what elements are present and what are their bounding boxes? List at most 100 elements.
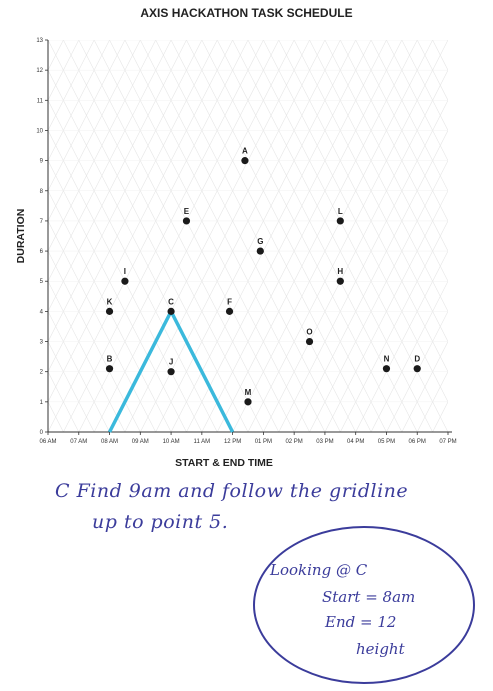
grid-lines (0, 40, 493, 432)
data-point-c (167, 307, 175, 315)
data-label-o: O (306, 328, 312, 337)
grid-line-down (48, 280, 126, 432)
data-label-d: D (414, 355, 420, 364)
grid-line-down (386, 40, 448, 162)
y-tick-label: 5 (40, 279, 44, 285)
grid-line-up (48, 40, 64, 71)
x-tick-label: 03 PM (316, 439, 333, 445)
data-label-i: I (124, 267, 126, 276)
grid-line-down (432, 40, 448, 71)
data-point-e (182, 217, 191, 225)
grid-line-up (48, 40, 141, 222)
data-label-h: H (337, 267, 343, 276)
grid-line-down (48, 220, 156, 432)
grid-line-up (48, 40, 126, 192)
grid-line-up (0, 40, 2, 432)
grid-line-down (186, 40, 387, 432)
data-point-n (382, 365, 391, 373)
y-axis-title: DURATION (15, 209, 27, 264)
data-point-m (244, 398, 252, 406)
grid-line-up (370, 280, 448, 432)
grid-line-down (48, 40, 249, 432)
data-label-g: G (257, 237, 263, 246)
grid-line-down (63, 40, 264, 432)
y-tick-label: 10 (36, 128, 43, 134)
x-tick-label: 10 AM (163, 439, 180, 445)
y-tick-label: 11 (37, 98, 44, 104)
grid-line-up (324, 190, 448, 432)
x-tick-label: 07 AM (70, 439, 87, 445)
grid-line-down (48, 310, 110, 432)
grid-line-up (401, 340, 448, 432)
data-point-j (167, 368, 175, 376)
grid-line-up (463, 40, 493, 432)
y-tick-label: 13 (36, 38, 43, 44)
x-tick-label: 05 PM (378, 439, 395, 445)
grid-line-down (48, 159, 187, 432)
y-tick-label: 1 (40, 400, 44, 406)
tick-labels: 06 AM 07 AM 08 AM 09 AM 10 AM 11 AM 12 PM 01 PM… (36, 38, 456, 445)
data-point-b (105, 365, 114, 373)
grid-line-down (48, 190, 172, 432)
x-tick-label: 06 PM (409, 439, 426, 445)
x-tick-label: 07 PM (439, 439, 456, 445)
axes (47, 40, 452, 433)
x-tick-label: 09 AM (132, 439, 149, 445)
x-tick-label: 04 PM (347, 439, 364, 445)
grid-line-down (93, 40, 295, 432)
data-point-i (121, 277, 129, 285)
grid-line-down (170, 40, 372, 432)
grid-line-down (293, 40, 448, 343)
grid-line-up (48, 40, 110, 162)
grid-line-down (416, 40, 448, 101)
grid-line-down (479, 40, 493, 432)
chart-title: AXIS HACKATHON TASK SCHEDULE (140, 6, 353, 20)
y-tick-label: 0 (40, 430, 44, 436)
data-label-b: B (107, 355, 113, 364)
callout-line-1: Looking @ C (270, 561, 368, 579)
data-point-o (305, 337, 314, 346)
x-tick-label: 11 AM (194, 439, 211, 445)
data-label-j: J (169, 358, 173, 367)
callout-line-3: End = 12 (325, 613, 397, 631)
handwritten-note-line-2: up to point 5. (92, 511, 229, 533)
callout-circle (253, 526, 475, 684)
y-tick-label: 7 (40, 219, 44, 225)
grid-line-down (48, 401, 64, 432)
data-label-l: L (338, 207, 343, 216)
handwritten-note-line-1: C Find 9am and follow the gridline (55, 480, 409, 502)
callout-line-2: Start = 8am (322, 588, 416, 606)
x-tick-label: 01 PM (255, 439, 272, 445)
data-point-a (241, 157, 249, 165)
data-label-c: C (168, 297, 174, 306)
grid-line-down (48, 340, 95, 432)
grid-line-down (370, 40, 448, 192)
grid-line-down (309, 40, 448, 313)
grid-line-up (447, 431, 448, 432)
grid-line-up (416, 371, 448, 432)
y-tick-label: 9 (40, 159, 44, 165)
grid-line-down (78, 40, 280, 432)
grid-line-down (232, 40, 433, 432)
x-tick-label: 08 AM (101, 439, 118, 445)
grid-line-down (0, 40, 2, 432)
data-point-g (256, 247, 264, 255)
grid-line-down (48, 129, 203, 432)
y-tick-label: 4 (40, 309, 44, 315)
data-point-l (336, 217, 344, 225)
x-axis-title: START & END TIME (175, 457, 273, 469)
data-points: A B C D E F G H I J K L M N O (105, 147, 421, 406)
y-tick-label: 6 (40, 249, 44, 255)
data-label-k: K (107, 297, 113, 306)
data-label-e: E (184, 207, 190, 216)
grid-line-down (355, 40, 448, 222)
data-label-f: F (227, 297, 232, 306)
data-point-h (336, 277, 344, 285)
grid-line-up (355, 250, 448, 432)
grid-line-down (278, 40, 448, 373)
data-point-f (225, 307, 234, 315)
data-label-m: M (245, 388, 252, 397)
grid-line-up (432, 401, 448, 432)
grid-line-down (201, 40, 403, 432)
